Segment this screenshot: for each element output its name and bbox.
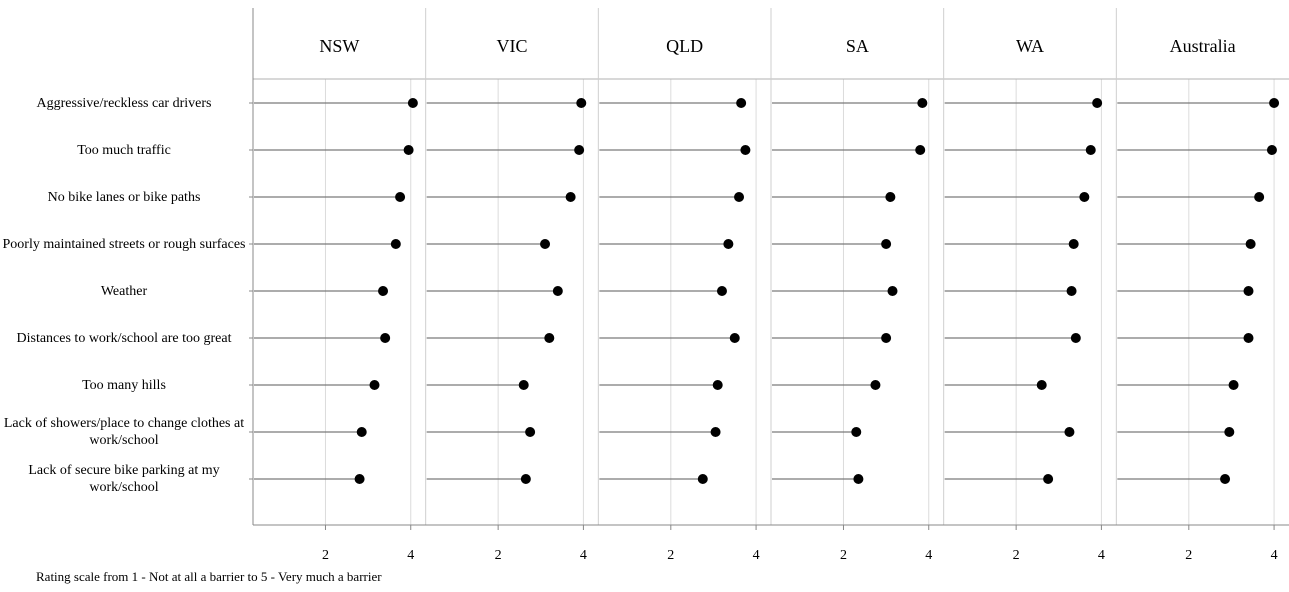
data-point xyxy=(1043,474,1054,484)
data-point xyxy=(565,192,576,202)
panel-header: VIC xyxy=(497,36,528,56)
data-point xyxy=(710,427,721,437)
data-point xyxy=(403,145,414,155)
x-tick-label: 4 xyxy=(407,548,414,563)
data-point xyxy=(853,474,864,484)
data-point xyxy=(369,380,380,390)
x-tick-label: 4 xyxy=(753,548,760,563)
data-point xyxy=(574,145,585,155)
category-label: No bike lanes or bike paths xyxy=(47,189,201,205)
data-point xyxy=(697,474,708,484)
data-point xyxy=(1266,145,1277,155)
x-tick-label: 2 xyxy=(322,548,329,563)
data-point xyxy=(881,333,892,343)
data-point xyxy=(736,98,747,108)
data-point xyxy=(716,286,727,296)
x-tick-label: 4 xyxy=(925,548,932,563)
data-point xyxy=(887,286,898,296)
category-label: Too much traffic xyxy=(77,142,171,158)
data-point xyxy=(885,192,896,202)
data-point xyxy=(915,145,926,155)
data-point xyxy=(729,333,740,343)
data-point xyxy=(390,239,401,249)
data-point xyxy=(525,427,536,437)
data-point xyxy=(1228,380,1239,390)
x-tick-label: 2 xyxy=(667,548,674,563)
data-point xyxy=(1245,239,1256,249)
data-point xyxy=(1243,286,1254,296)
data-point xyxy=(544,333,555,343)
x-tick-label: 2 xyxy=(1185,548,1192,563)
category-label: Poorly maintained streets or rough surfa… xyxy=(2,236,246,252)
x-tick-label: 2 xyxy=(495,548,502,563)
data-point xyxy=(1254,192,1265,202)
category-label: Too many hills xyxy=(82,377,166,393)
data-point xyxy=(356,427,367,437)
data-point xyxy=(407,98,418,108)
data-point xyxy=(1220,474,1231,484)
data-point xyxy=(1269,98,1280,108)
data-point xyxy=(870,380,881,390)
category-label: Aggressive/reckless car drivers xyxy=(36,95,212,111)
data-point xyxy=(1243,333,1254,343)
data-point xyxy=(540,239,551,249)
data-point xyxy=(1224,427,1235,437)
data-point xyxy=(917,98,928,108)
data-point xyxy=(1068,239,1079,249)
category-label: Weather xyxy=(100,283,148,299)
panel-header: SA xyxy=(846,36,869,56)
x-tick-label: 4 xyxy=(1098,548,1105,563)
data-point xyxy=(723,239,734,249)
panel-header: Australia xyxy=(1170,36,1236,56)
data-point xyxy=(1066,286,1077,296)
data-point xyxy=(1070,333,1081,343)
data-point xyxy=(576,98,587,108)
x-tick-label: 2 xyxy=(1013,548,1020,563)
category-label: Distances to work/school are too great xyxy=(16,330,232,346)
chart-footnote: Rating scale from 1 - Not at all a barri… xyxy=(36,569,382,584)
data-point xyxy=(518,380,529,390)
data-point xyxy=(1092,98,1103,108)
data-point xyxy=(1036,380,1047,390)
category-label: Lack of showers/place to change clothes … xyxy=(3,416,245,448)
data-point xyxy=(1079,192,1090,202)
data-point xyxy=(734,192,745,202)
data-point xyxy=(378,286,389,296)
data-point xyxy=(395,192,406,202)
x-tick-label: 4 xyxy=(1271,548,1278,563)
panel-header: QLD xyxy=(666,36,703,56)
data-point xyxy=(552,286,563,296)
x-tick-label: 2 xyxy=(840,548,847,563)
data-point xyxy=(1085,145,1096,155)
data-point xyxy=(520,474,531,484)
data-point xyxy=(380,333,391,343)
data-point xyxy=(712,380,723,390)
data-point xyxy=(1064,427,1075,437)
panel-header: NSW xyxy=(319,36,359,56)
category-label: Lack of secure bike parking at my work/s… xyxy=(28,463,220,495)
panel-header: WA xyxy=(1016,36,1044,56)
x-tick-label: 4 xyxy=(580,548,587,563)
data-point xyxy=(354,474,365,484)
data-point xyxy=(881,239,892,249)
data-point xyxy=(740,145,751,155)
data-point xyxy=(851,427,862,437)
